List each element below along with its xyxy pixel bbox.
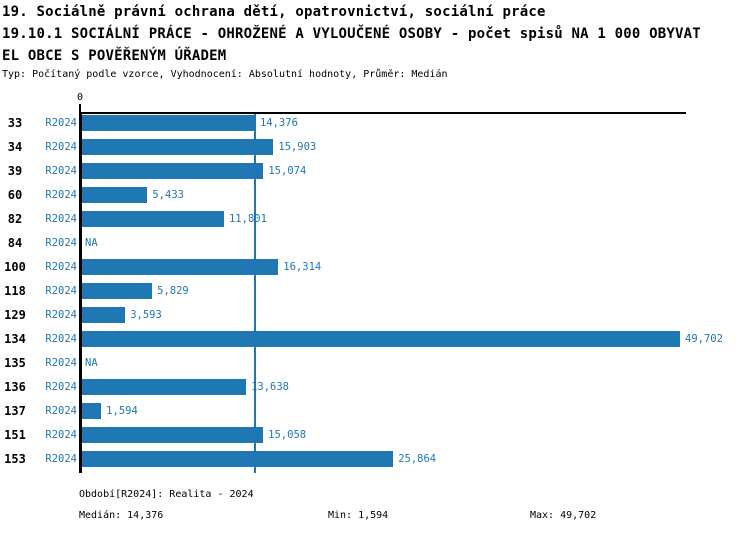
chart-row: 153 R2024 25,864 (0, 451, 750, 467)
row-value-label: 11,801 (228, 213, 267, 225)
chart-row: 34 R2024 15,903 (0, 139, 750, 155)
footer-period-label: Období[R2024]: Realita - 2024 (79, 489, 254, 500)
row-period-label: R2024 (45, 285, 77, 297)
value-bar (82, 259, 279, 275)
median-line (253, 114, 256, 473)
value-bar (82, 403, 102, 419)
row-value-label: 13,638 (251, 381, 290, 393)
row-category-label: 82 (7, 212, 23, 226)
value-bar (82, 187, 148, 203)
chart-row: 137 R2024 1,594 (0, 403, 750, 419)
row-category-label: 84 (7, 236, 23, 250)
chart-row: 151 R2024 15,058 (0, 427, 750, 443)
row-value-label: 49,702 (685, 333, 723, 345)
value-bar (82, 115, 255, 131)
value-bar (82, 283, 153, 299)
row-value-label: 1,594 (106, 405, 138, 417)
row-value-label: 5,433 (152, 189, 184, 201)
chart-row: 60 R2024 5,433 (0, 187, 750, 203)
row-period-label: R2024 (45, 381, 77, 393)
row-period-label: R2024 (45, 189, 77, 201)
chart-row: 100 R2024 16,314 (0, 259, 750, 275)
row-period-label: R2024 (45, 141, 77, 153)
footer-median-stat: Medián: 14,376 (79, 510, 164, 521)
row-value-label: 14,376 (259, 117, 298, 129)
row-period-label: R2024 (45, 213, 77, 225)
footer-max-stat: Max: 49,702 (530, 510, 597, 521)
report-title-line-2: 19.10.1 SOCIÁLNÍ PRÁCE - OHROŽENÉ A VYLO… (2, 26, 701, 42)
footer-min-stat: Min: 1,594 (328, 510, 389, 521)
row-category-label: 134 (4, 332, 26, 346)
row-period-label: R2024 (45, 309, 77, 321)
row-value-label: 25,864 (398, 453, 437, 465)
row-period-label: R2024 (45, 357, 77, 369)
value-bar (82, 163, 264, 179)
row-category-label: 151 (4, 428, 26, 442)
row-category-label: 137 (4, 404, 26, 418)
value-bar (82, 379, 247, 395)
y-axis-line (79, 112, 82, 473)
row-period-label: R2024 (45, 117, 77, 129)
chart-row: 84 R2024 NA (0, 235, 750, 251)
row-value-label: 16,314 (283, 261, 322, 273)
chart-row: 39 R2024 15,074 (0, 163, 750, 179)
chart-row: 118 R2024 5,829 (0, 283, 750, 299)
row-value-label: NA (85, 237, 98, 249)
row-category-label: 33 (7, 116, 23, 130)
bar-chart: 0 33 R2024 14,376 34 R2024 15,903 39 R2024 15,07… (0, 92, 750, 473)
x-axis-zero-tick-label: 0 (76, 92, 84, 103)
x-axis-line (79, 112, 686, 114)
row-period-label: R2024 (45, 261, 77, 273)
row-category-label: 34 (7, 140, 23, 154)
row-category-label: 100 (4, 260, 26, 274)
row-category-label: 153 (4, 452, 26, 466)
chart-row: 82 R2024 11,801 (0, 211, 750, 227)
row-value-label: 3,593 (130, 309, 162, 321)
row-value-label: 15,074 (268, 165, 307, 177)
row-category-label: 118 (4, 284, 26, 298)
report-meta-line: Typ: Počítaný podle vzorce, Vyhodnocení:… (2, 69, 448, 80)
report-title-line-1: 19. Sociálně právní ochrana dětí, opatro… (2, 4, 546, 20)
row-value-label: 15,058 (268, 429, 307, 441)
chart-row: 135 R2024 NA (0, 355, 750, 371)
report-title-line-3: EL OBCE S POVĚŘENÝM ÚŘADEM (2, 48, 227, 64)
row-category-label: 60 (7, 188, 23, 202)
value-bar (82, 451, 394, 467)
row-period-label: R2024 (45, 165, 77, 177)
row-period-label: R2024 (45, 429, 77, 441)
chart-row: 33 R2024 14,376 (0, 115, 750, 131)
chart-row: 136 R2024 13,638 (0, 379, 750, 395)
row-period-label: R2024 (45, 405, 77, 417)
value-bar (82, 427, 264, 443)
chart-row: 129 R2024 3,593 (0, 307, 750, 323)
row-period-label: R2024 (45, 453, 77, 465)
value-bar (82, 331, 680, 347)
value-bar (82, 307, 126, 323)
chart-row: 134 R2024 49,702 (0, 331, 750, 347)
value-bar (82, 139, 274, 155)
value-bar (82, 211, 224, 227)
row-category-label: 129 (4, 308, 26, 322)
row-value-label: 15,903 (278, 141, 317, 153)
x-axis-tick-mark (79, 104, 81, 113)
row-category-label: 135 (4, 356, 26, 370)
row-value-label: NA (85, 357, 98, 369)
row-period-label: R2024 (45, 237, 77, 249)
row-category-label: 39 (7, 164, 23, 178)
row-category-label: 136 (4, 380, 26, 394)
row-period-label: R2024 (45, 333, 77, 345)
row-value-label: 5,829 (157, 285, 189, 297)
